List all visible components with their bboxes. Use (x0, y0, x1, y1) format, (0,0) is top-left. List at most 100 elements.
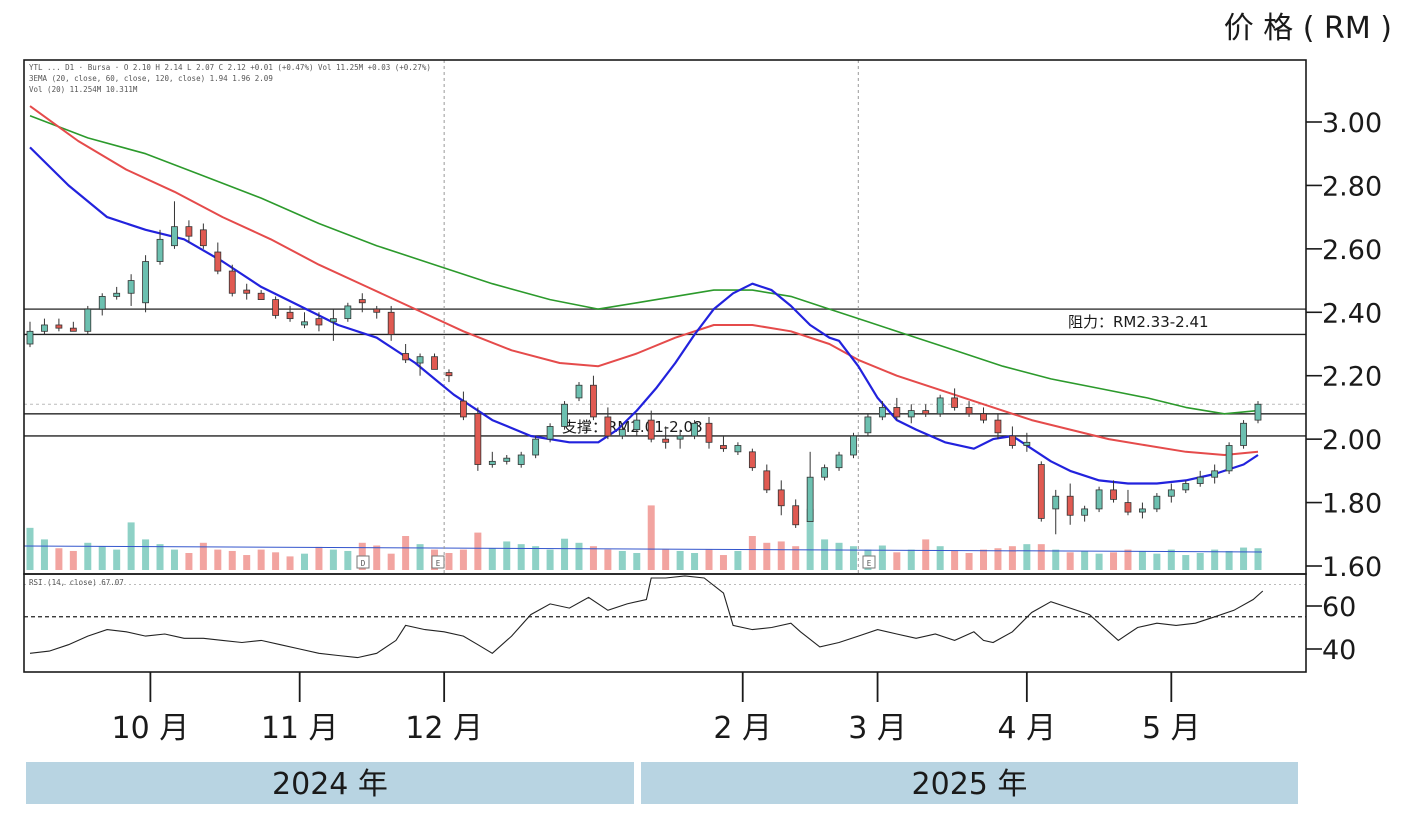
candle-body (1196, 476, 1204, 484)
candle-body (1081, 508, 1089, 516)
price-tick-label: 3.00 (1322, 108, 1382, 139)
candle-body (864, 416, 872, 434)
volume-bar (503, 541, 511, 570)
candle-body (647, 419, 655, 440)
candle (228, 264, 236, 297)
candle-body (474, 413, 482, 465)
candle-body (1037, 464, 1045, 519)
month-label: 2 月 (713, 711, 772, 746)
candle-body (387, 311, 395, 335)
volume-bar (113, 549, 121, 570)
volume-bar (373, 545, 381, 570)
candle-body (517, 454, 525, 465)
volume-bar (1167, 549, 1175, 570)
candle-body (777, 489, 785, 507)
volume-bar (170, 549, 178, 570)
volume-bar (1066, 552, 1074, 570)
candle-body (835, 454, 843, 469)
candle-body (402, 353, 410, 361)
candle (1037, 461, 1045, 522)
candle (1139, 502, 1146, 519)
volume-bar (618, 550, 626, 570)
candle-body (936, 397, 944, 415)
candle (41, 318, 48, 335)
candle (358, 293, 366, 313)
candle (199, 223, 207, 249)
candle-body (792, 505, 800, 526)
volume-bar (691, 553, 699, 570)
candle (618, 423, 626, 440)
candle-body (228, 270, 236, 294)
year-band (641, 762, 1298, 804)
candle-body (532, 438, 540, 456)
volume-bar (416, 544, 424, 570)
legend-line: YTL ... D1 · Bursa · O 2.10 H 2.14 L 2.0… (29, 63, 431, 72)
candle (503, 455, 511, 465)
candle (488, 451, 496, 468)
candle (373, 305, 381, 319)
candle (691, 420, 698, 440)
month-label: 12 月 (405, 711, 483, 746)
volume-bar (315, 546, 323, 570)
volume-bar (243, 555, 251, 570)
candle-body (55, 324, 63, 329)
volume-bar (474, 532, 482, 570)
candle-body (329, 318, 337, 323)
candle (1052, 489, 1060, 535)
volume-bar (329, 549, 337, 570)
event-badge-letter: E (436, 559, 441, 568)
candle-body (546, 426, 554, 440)
candle-body (748, 451, 756, 469)
candle-body (763, 470, 771, 491)
candle-body (503, 457, 511, 462)
candle (1240, 420, 1247, 449)
candle (878, 401, 886, 421)
candle (329, 309, 337, 341)
candle-body (1124, 502, 1132, 513)
volume-bar (994, 548, 1002, 570)
event-badge (356, 555, 370, 569)
candle (720, 435, 727, 452)
price-tick-label: 1.80 (1322, 489, 1382, 520)
volume-bar (763, 542, 771, 570)
candle-body (431, 356, 438, 370)
ema60-line (29, 105, 1259, 456)
candle-body (1211, 470, 1219, 478)
year-bands: 2024 年 2025 年 (26, 762, 1298, 804)
candle-body (676, 435, 684, 440)
candle (445, 369, 453, 383)
candle-body (142, 261, 149, 304)
candle (1081, 505, 1089, 522)
event-badge-letter: E (867, 559, 872, 568)
volume-bar (459, 549, 467, 570)
candle (1023, 432, 1031, 452)
chart-legend: YTL ... D1 · Bursa · O 2.10 H 2.14 L 2.0… (29, 63, 431, 94)
candle (575, 382, 583, 402)
volume-bar (647, 505, 655, 570)
volume-bars (23, 505, 1263, 570)
volume-bar (951, 550, 959, 570)
volume-bar (893, 552, 901, 570)
candle (965, 401, 973, 417)
candle-body (907, 410, 915, 418)
volume-bar (185, 553, 193, 570)
candle (994, 413, 1002, 440)
volume-bar (1196, 553, 1204, 570)
level-lines: 阻力：RM2.33-2.41 支撑：RM2.01-2.08 (24, 308, 1306, 437)
candle-body (850, 435, 857, 456)
volume-bar (734, 550, 742, 570)
candle-body (69, 327, 77, 332)
candle (69, 321, 77, 332)
candle-body (257, 292, 265, 300)
candle-body (561, 403, 568, 427)
candle (1095, 486, 1103, 513)
candlesticks (26, 201, 1262, 535)
candle-body (604, 416, 612, 437)
volume-bar (1124, 549, 1132, 570)
candle-body (633, 419, 641, 431)
volume-bar (936, 546, 944, 570)
volume-bar (488, 548, 496, 570)
candle-body (1254, 403, 1262, 421)
candle-body (691, 422, 698, 437)
